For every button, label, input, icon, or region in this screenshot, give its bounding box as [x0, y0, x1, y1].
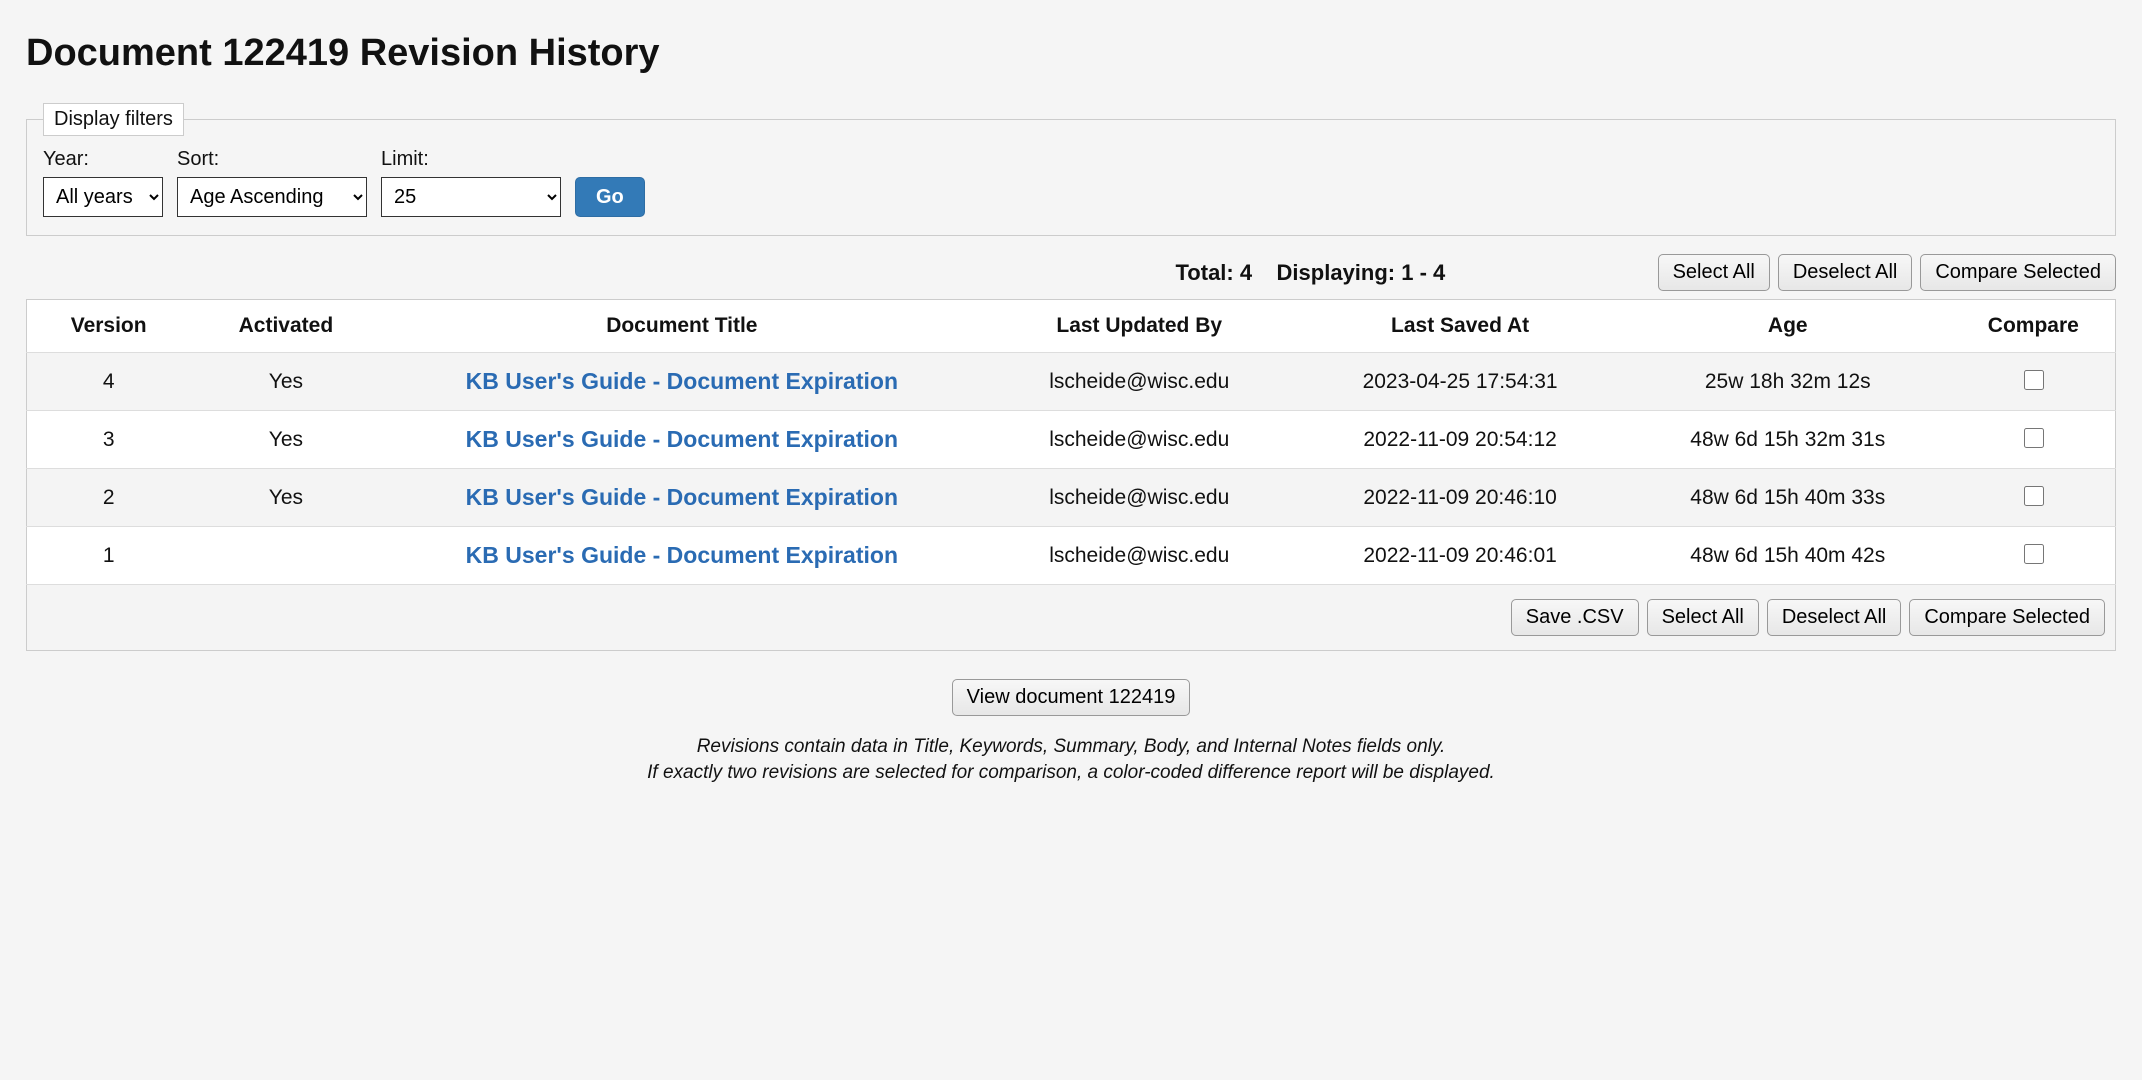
- cell-activated: Yes: [190, 469, 381, 527]
- compare-checkbox[interactable]: [2024, 544, 2044, 564]
- cell-saved-at: 2022-11-09 20:46:10: [1296, 469, 1624, 527]
- header-activated: Activated: [190, 300, 381, 353]
- cell-age: 48w 6d 15h 32m 31s: [1624, 411, 1952, 469]
- cell-updated-by: lscheide@wisc.edu: [982, 411, 1296, 469]
- cell-age: 48w 6d 15h 40m 33s: [1624, 469, 1952, 527]
- select-all-button-top[interactable]: Select All: [1658, 254, 1770, 291]
- cell-activated: Yes: [190, 411, 381, 469]
- header-version: Version: [27, 300, 191, 353]
- display-filters-legend: Display filters: [43, 103, 184, 136]
- view-document-button[interactable]: View document 122419: [952, 679, 1191, 716]
- note-line-1: Revisions contain data in Title, Keyword…: [26, 736, 2116, 758]
- document-title-link[interactable]: KB User's Guide - Document Expiration: [466, 426, 898, 452]
- compare-selected-button-bottom[interactable]: Compare Selected: [1909, 599, 2105, 636]
- compare-checkbox[interactable]: [2024, 428, 2044, 448]
- save-csv-button[interactable]: Save .CSV: [1511, 599, 1639, 636]
- cell-activated: [190, 527, 381, 585]
- results-summary: Total: 4 Displaying: 1 - 4: [26, 260, 1445, 286]
- sort-label: Sort:: [177, 148, 367, 171]
- sort-select[interactable]: Age Ascending: [177, 177, 367, 217]
- cell-saved-at: 2023-04-25 17:54:31: [1296, 353, 1624, 411]
- cell-version: 2: [27, 469, 191, 527]
- limit-label: Limit:: [381, 148, 561, 171]
- deselect-all-button-top[interactable]: Deselect All: [1778, 254, 1913, 291]
- cell-version: 4: [27, 353, 191, 411]
- revision-table: Version Activated Document Title Last Up…: [26, 299, 2116, 585]
- year-select[interactable]: All years: [43, 177, 163, 217]
- compare-checkbox[interactable]: [2024, 370, 2044, 390]
- year-label: Year:: [43, 148, 163, 171]
- header-age: Age: [1624, 300, 1952, 353]
- display-filters-fieldset: Display filters Year: All years Sort: Ag…: [26, 103, 2116, 236]
- cell-saved-at: 2022-11-09 20:46:01: [1296, 527, 1624, 585]
- header-title: Document Title: [381, 300, 982, 353]
- limit-select[interactable]: 25: [381, 177, 561, 217]
- compare-checkbox[interactable]: [2024, 486, 2044, 506]
- select-all-button-bottom[interactable]: Select All: [1647, 599, 1759, 636]
- table-row: 2 Yes KB User's Guide - Document Expirat…: [27, 469, 2116, 527]
- table-row: 4 Yes KB User's Guide - Document Expirat…: [27, 353, 2116, 411]
- cell-activated: Yes: [190, 353, 381, 411]
- document-title-link[interactable]: KB User's Guide - Document Expiration: [466, 484, 898, 510]
- cell-saved-at: 2022-11-09 20:54:12: [1296, 411, 1624, 469]
- document-title-link[interactable]: KB User's Guide - Document Expiration: [466, 542, 898, 568]
- cell-version: 1: [27, 527, 191, 585]
- note-line-2: If exactly two revisions are selected fo…: [26, 762, 2116, 784]
- total-label: Total: 4: [1176, 260, 1253, 285]
- header-updated-by: Last Updated By: [982, 300, 1296, 353]
- cell-age: 25w 18h 32m 12s: [1624, 353, 1952, 411]
- table-row: 3 Yes KB User's Guide - Document Expirat…: [27, 411, 2116, 469]
- header-compare: Compare: [1952, 300, 2116, 353]
- deselect-all-button-bottom[interactable]: Deselect All: [1767, 599, 1902, 636]
- cell-updated-by: lscheide@wisc.edu: [982, 469, 1296, 527]
- cell-updated-by: lscheide@wisc.edu: [982, 527, 1296, 585]
- header-saved-at: Last Saved At: [1296, 300, 1624, 353]
- table-row: 1 KB User's Guide - Document Expiration …: [27, 527, 2116, 585]
- cell-updated-by: lscheide@wisc.edu: [982, 353, 1296, 411]
- displaying-label: Displaying: 1 - 4: [1277, 260, 1446, 285]
- document-title-link[interactable]: KB User's Guide - Document Expiration: [466, 368, 898, 394]
- cell-version: 3: [27, 411, 191, 469]
- cell-age: 48w 6d 15h 40m 42s: [1624, 527, 1952, 585]
- go-button[interactable]: Go: [575, 177, 645, 217]
- compare-selected-button-top[interactable]: Compare Selected: [1920, 254, 2116, 291]
- page-title: Document 122419 Revision History: [26, 32, 2116, 75]
- footer-notes: Revisions contain data in Title, Keyword…: [26, 736, 2116, 784]
